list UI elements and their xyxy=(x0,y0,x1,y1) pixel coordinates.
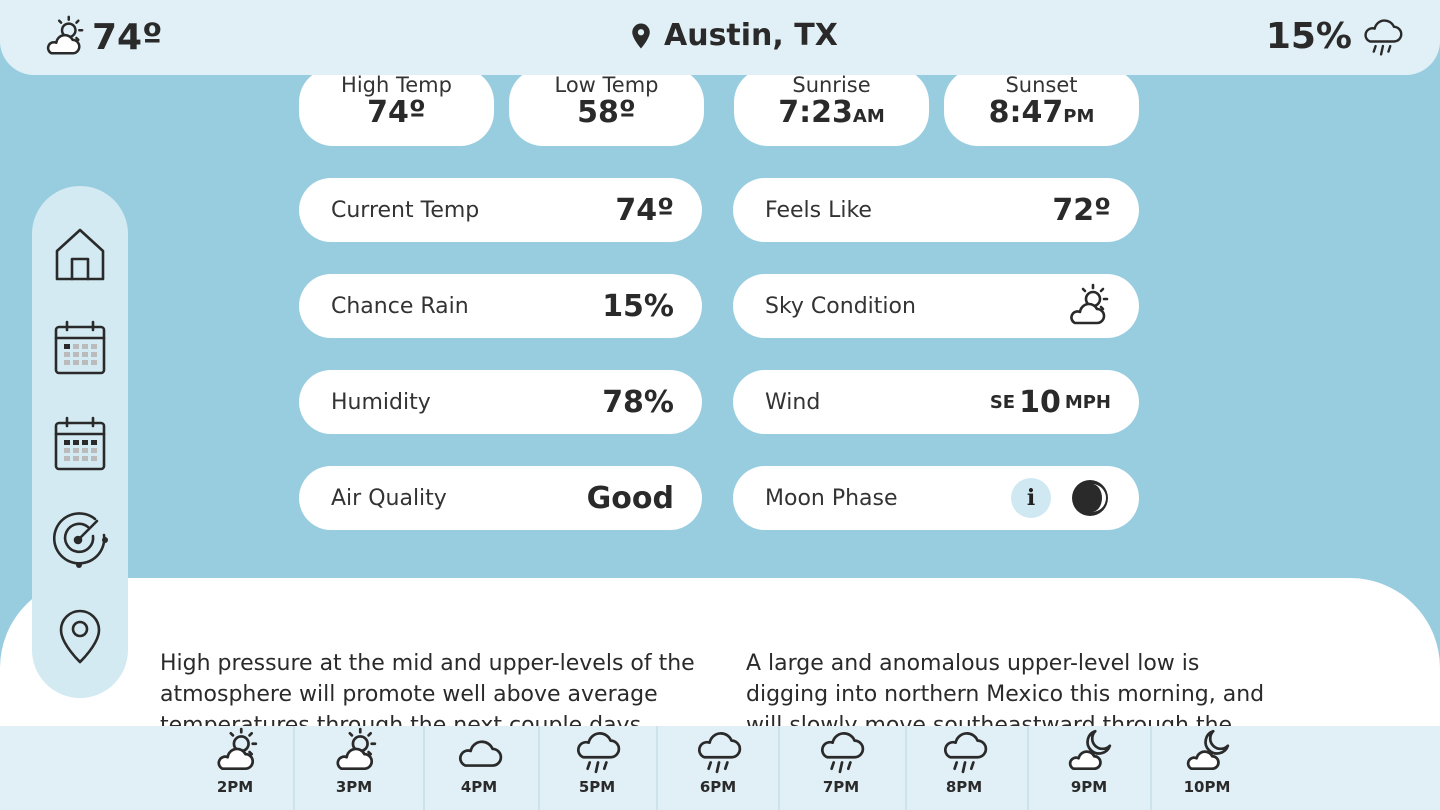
air-quality-value: Good xyxy=(586,480,674,516)
chance-rain-row: Chance Rain 15% xyxy=(299,274,702,338)
calendar-day-icon xyxy=(54,320,106,375)
sidebar-item-daily[interactable] xyxy=(50,318,110,378)
moon-phase-row: Moon Phase i xyxy=(733,466,1139,530)
sidebar-item-radar[interactable] xyxy=(50,510,110,570)
chance-rain-value: 15% xyxy=(602,288,674,324)
wind-speed: 10 xyxy=(1019,384,1061,420)
divider xyxy=(293,726,295,810)
chance-rain-label: Chance Rain xyxy=(331,293,469,319)
rain-cloud-icon xyxy=(816,726,866,776)
moon-cloud-icon xyxy=(1182,726,1232,776)
high-temp-label: High Temp xyxy=(341,73,452,97)
divider xyxy=(538,726,540,810)
humidity-label: Humidity xyxy=(331,389,431,415)
air-quality-row: Air Quality Good xyxy=(299,466,702,530)
partly-cloudy-icon xyxy=(210,726,260,776)
divider xyxy=(1150,726,1152,810)
moon-phase-label: Moon Phase xyxy=(765,485,898,511)
top-bar: 74º Austin, TX 15% xyxy=(0,0,1440,75)
moon-phase-controls: i xyxy=(1011,477,1111,519)
sky-condition-label: Sky Condition xyxy=(765,293,916,319)
low-temp-value: 58º xyxy=(577,95,636,130)
sunset-card: Sunset 8:47PM xyxy=(944,68,1139,146)
hour-item[interactable]: 7PM xyxy=(812,726,870,810)
current-temp: 74º xyxy=(92,16,163,58)
humidity-row: Humidity 78% xyxy=(299,370,702,434)
hour-item[interactable]: 2PM xyxy=(206,726,264,810)
humidity-value: 78% xyxy=(602,384,674,420)
rain-chance: 15% xyxy=(1265,15,1352,57)
sunrise-value: 7:23AM xyxy=(778,95,885,130)
feels-like-value: 72º xyxy=(1052,192,1111,228)
sidebar-item-weekly[interactable] xyxy=(50,414,110,474)
sunset-value: 8:47PM xyxy=(988,95,1095,130)
location-name: Austin, TX xyxy=(664,18,838,53)
partly-cloudy-icon xyxy=(1063,282,1111,330)
location-selector[interactable]: Austin, TX xyxy=(626,18,838,53)
current-temp-value: 74º xyxy=(615,192,674,228)
hour-item[interactable]: 9PM xyxy=(1060,726,1118,810)
wind-value: SE 10 MPH xyxy=(990,385,1111,420)
divider xyxy=(423,726,425,810)
low-temp-label: Low Temp xyxy=(554,73,659,97)
rain-summary: 15% xyxy=(1266,14,1404,58)
hourly-forecast: 2PM 3PM 4PM 5PM 6PM 7PM 8PM 9PM 10PM xyxy=(0,726,1440,810)
rain-cloud-icon xyxy=(939,726,989,776)
wind-label: Wind xyxy=(765,389,821,415)
current-conditions: 74º xyxy=(40,14,162,60)
hour-item[interactable]: 6PM xyxy=(689,726,747,810)
hour-item[interactable]: 10PM xyxy=(1177,726,1237,810)
rain-cloud-icon xyxy=(572,726,622,776)
location-pin-icon xyxy=(626,19,656,53)
sky-condition-row: Sky Condition xyxy=(733,274,1139,338)
low-temp-card: Low Temp 58º xyxy=(509,68,704,146)
air-quality-label: Air Quality xyxy=(331,485,447,511)
divider xyxy=(656,726,658,810)
sidebar-item-home[interactable] xyxy=(50,224,110,284)
sidebar-item-locations[interactable] xyxy=(50,606,110,666)
wind-unit: MPH xyxy=(1064,391,1111,413)
high-temp-value: 74º xyxy=(367,95,426,130)
hour-item[interactable]: 3PM xyxy=(325,726,383,810)
high-temp-card: High Temp 74º xyxy=(299,68,494,146)
moon-phase-icon xyxy=(1072,480,1108,516)
feels-like-row: Feels Like 72º xyxy=(733,178,1139,242)
calendar-week-icon xyxy=(54,416,106,471)
partly-cloudy-icon xyxy=(40,14,86,60)
divider xyxy=(905,726,907,810)
divider xyxy=(778,726,780,810)
hour-item[interactable]: 5PM xyxy=(568,726,626,810)
moon-info-button[interactable]: i xyxy=(1011,478,1051,518)
cloud-icon xyxy=(451,726,507,776)
wind-row: Wind SE 10 MPH xyxy=(733,370,1139,434)
feels-like-label: Feels Like xyxy=(765,197,872,223)
location-pin-icon xyxy=(59,609,101,664)
rain-cloud-icon xyxy=(693,726,743,776)
hour-item[interactable]: 8PM xyxy=(935,726,993,810)
discussion-left: High pressure at the mid and upper-level… xyxy=(160,651,695,738)
partly-cloudy-icon xyxy=(329,726,379,776)
sunrise-card: Sunrise 7:23AM xyxy=(734,68,929,146)
hour-item[interactable]: 4PM xyxy=(450,726,508,810)
divider xyxy=(1027,726,1029,810)
wind-direction: SE xyxy=(989,391,1016,413)
sunrise-label: Sunrise xyxy=(792,73,871,97)
sidebar-nav xyxy=(32,186,128,698)
home-icon xyxy=(55,228,105,281)
current-temp-row: Current Temp 74º xyxy=(299,178,702,242)
radar-icon xyxy=(52,512,108,568)
current-temp-label: Current Temp xyxy=(331,197,480,223)
sunset-label: Sunset xyxy=(1005,73,1078,97)
moon-cloud-icon xyxy=(1064,726,1114,776)
rain-cloud-icon xyxy=(1360,14,1404,58)
